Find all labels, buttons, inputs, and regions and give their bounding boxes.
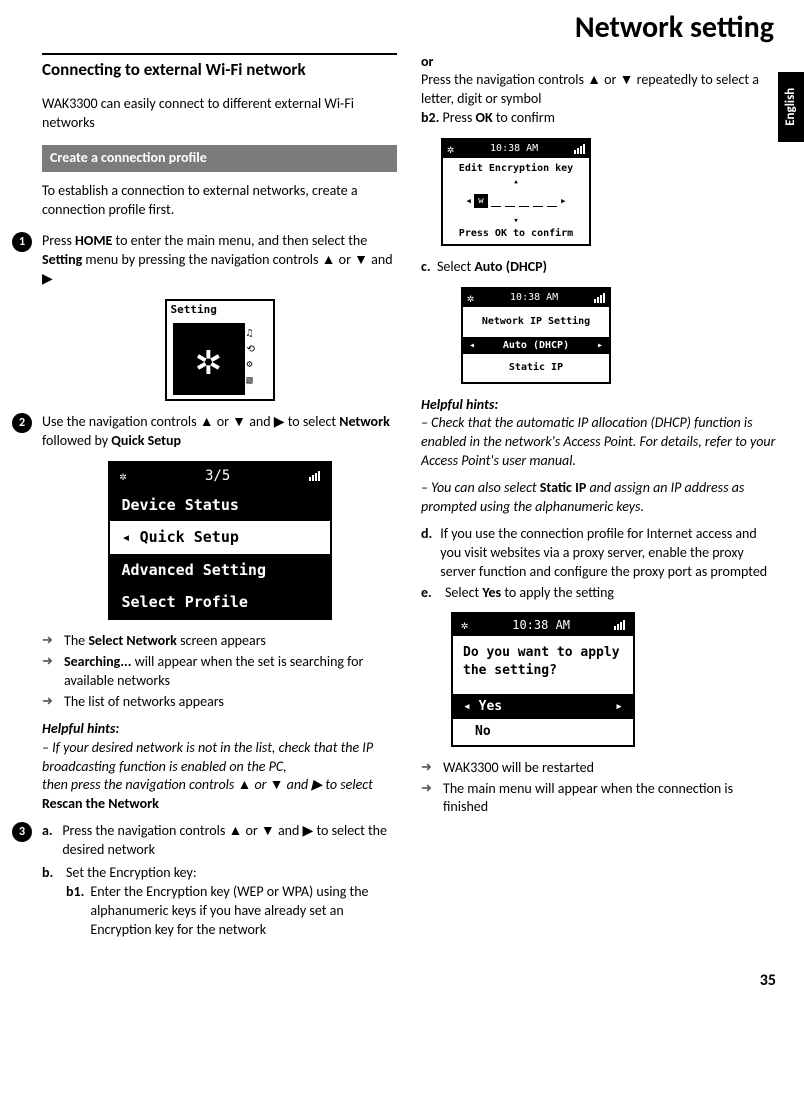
figure-network-menu: ✲ 3/5 Device Status ◂ Quick Setup Advanc…: [42, 461, 397, 620]
menu-icons: ♫⟲⚙▧: [245, 323, 257, 395]
quick-setup-label: Quick Setup: [111, 432, 181, 449]
d-text: If you use the connection profile for In…: [440, 525, 776, 582]
list-item: ◂Auto (DHCP)▸: [463, 337, 609, 355]
signal-icon: [614, 620, 625, 630]
result-list: WAK3300 will be restarted The main menu …: [421, 759, 776, 818]
page-title: Network setting: [42, 8, 776, 49]
clock: 10:38 AM: [510, 291, 558, 305]
or-text: Press the navigation controls ▲ or ▼ rep…: [421, 71, 776, 109]
step-number-icon: 1: [12, 232, 32, 252]
clock: 10:38 AM: [490, 142, 538, 156]
list-item: Device Status: [110, 489, 330, 521]
list-item: Advanced Setting: [110, 554, 330, 586]
result-list: The Select Network screen appears Search…: [42, 632, 397, 712]
apply-question: Do you want to apply the setting?: [453, 636, 633, 693]
signal-icon: [574, 144, 585, 154]
sub-header: Create a connection profile: [42, 145, 397, 172]
sub-label-b1: b1.: [66, 883, 84, 940]
step-number-icon: 3: [12, 822, 32, 842]
list-item: ◂ Quick Setup: [110, 521, 330, 553]
list-item: ◂ Yes▸: [453, 694, 633, 720]
intro-text: WAK3300 can easily connect to different …: [42, 95, 397, 133]
home-label: HOME: [75, 232, 112, 249]
step-2: 2 Use the navigation controls ▲ or ▼ and…: [42, 413, 397, 451]
list-item: No: [453, 719, 633, 745]
step-1: 1 Press HOME to enter the main menu, and…: [42, 232, 397, 289]
language-tab: English: [778, 72, 804, 142]
section-rule: [42, 53, 397, 55]
edit-title: Edit Encryption key: [449, 162, 583, 176]
gear-icon: ✲: [120, 468, 127, 484]
fig-setting-title: Setting: [167, 301, 273, 320]
menu-counter: 3/5: [205, 467, 230, 486]
signal-icon: [309, 471, 320, 481]
sub-intro: To establish a connection to external ne…: [42, 182, 397, 220]
gear-icon: ✲: [461, 617, 468, 633]
c-line: c. Select Auto (DHCP): [421, 258, 776, 277]
sub-label-e: e.: [421, 584, 437, 603]
hints-text: – You can also select Static IP and assi…: [421, 479, 776, 517]
list-item: Select Profile: [110, 586, 330, 618]
signal-icon: [594, 293, 605, 303]
ip-title: Network IP Setting: [469, 311, 603, 333]
sub-label-b: b.: [42, 864, 60, 883]
page-number: 35: [42, 970, 776, 992]
e-text: Select Yes to apply the setting: [445, 584, 614, 603]
setting-label: Setting: [42, 251, 82, 268]
figure-apply-setting: ✲ 10:38 AM Do you want to apply the sett…: [421, 612, 776, 746]
hints-title: Helpful hints:: [421, 396, 776, 415]
figure-ip-setting: ✲ 10:38 AM Network IP Setting ◂Auto (DHC…: [421, 287, 776, 384]
gear-icon: ✲: [447, 141, 454, 157]
gear-icon: ✲: [467, 290, 474, 306]
sub-label-a: a.: [42, 822, 56, 860]
step-3: 3 a. Press the navigation controls ▲ or …: [42, 822, 397, 939]
or-label: or: [421, 53, 776, 72]
char-box: w: [474, 194, 488, 208]
section-title: Connecting to external Wi-Fi network: [42, 59, 397, 82]
network-label: Network: [339, 413, 390, 430]
hints-title: Helpful hints:: [42, 720, 397, 739]
figure-setting-screen: Setting ✲ ♫⟲⚙▧: [42, 299, 397, 402]
gear-icon: ✲: [173, 323, 245, 395]
confirm-text: Press OK to confirm: [449, 227, 583, 241]
step-number-icon: 2: [12, 413, 32, 433]
list-item: Static IP: [469, 358, 603, 378]
hints-text: – Check that the automatic IP allocation…: [421, 414, 776, 471]
sub-label-d: d.: [421, 525, 432, 582]
step1-text: Press: [42, 232, 75, 249]
figure-edit-key: ✲ 10:38 AM Edit Encryption key ▴ ◂ w ▸: [421, 138, 776, 246]
hints-text: – If your desired network is not in the …: [42, 739, 397, 815]
b2-line: b2. Press OK to confirm: [421, 109, 776, 128]
clock: 10:38 AM: [512, 617, 570, 633]
